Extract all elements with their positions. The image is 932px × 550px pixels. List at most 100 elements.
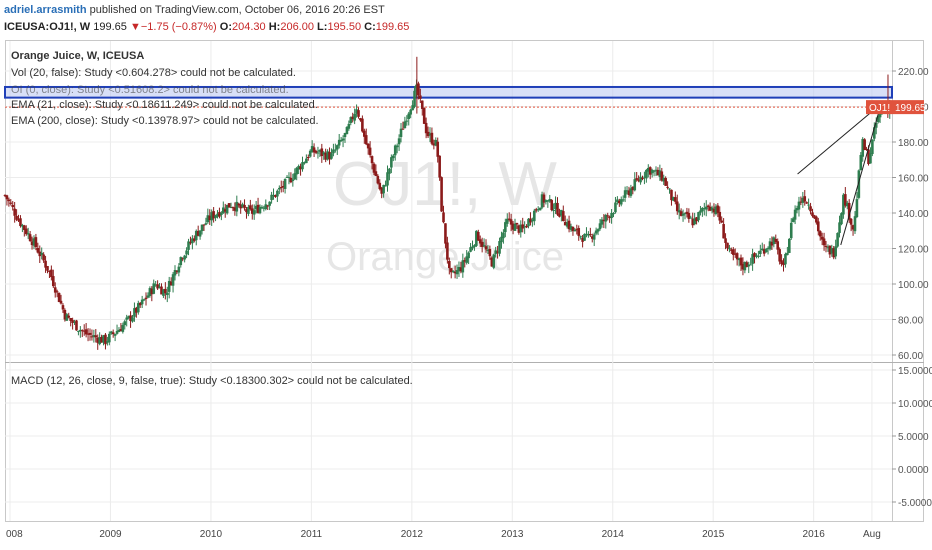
- macd-tick-label: 0.0000: [898, 465, 929, 476]
- candle-body: [809, 206, 812, 212]
- legend-ema200[interactable]: EMA (200, close): Study <0.13978.97> cou…: [11, 115, 319, 127]
- time-tick-label: 2016: [803, 529, 826, 540]
- candle-body: [469, 247, 472, 252]
- candle-body: [476, 232, 480, 241]
- trend-line: [797, 107, 877, 175]
- candle-body: [500, 236, 503, 243]
- candle-body: [266, 205, 270, 207]
- candle-body: [851, 225, 855, 230]
- candle-body: [432, 143, 436, 146]
- candle-body: [515, 222, 519, 225]
- candle-body: [778, 249, 781, 262]
- candle-body: [816, 221, 820, 232]
- candle-body: [252, 210, 256, 215]
- candle-body: [731, 249, 735, 255]
- macd-axis[interactable]: 15.0000 10.0000 5.0000 0.0000 -5.0000: [892, 366, 932, 509]
- candle-body: [838, 222, 841, 233]
- candle-body: [531, 219, 534, 222]
- candle-body: [623, 190, 627, 198]
- legend-ema21[interactable]: EMA (21, close): Study <0.18611.249> cou…: [11, 99, 318, 111]
- candle-body: [216, 213, 219, 217]
- author-link[interactable]: adriel.arrasmith: [4, 4, 87, 16]
- candle-body: [484, 246, 488, 250]
- candle-body: [200, 224, 204, 232]
- candle-body: [579, 236, 582, 238]
- candle-body: [150, 288, 154, 295]
- close-value: 199.65: [375, 21, 410, 33]
- candle-body: [592, 234, 596, 240]
- candle-body: [403, 121, 407, 129]
- candle-body: [683, 213, 687, 215]
- candle-body: [165, 292, 169, 296]
- candle-body: [51, 276, 55, 287]
- candle-body: [179, 257, 183, 266]
- candle-body: [198, 230, 202, 237]
- candle-body: [511, 223, 515, 230]
- candle-body: [48, 270, 51, 272]
- candle-body: [411, 105, 414, 111]
- legend-title: Orange Juice, W, ICEUSA: [11, 50, 144, 62]
- symbol-label: ICEUSA:OJ1!, W: [4, 21, 91, 33]
- candle-body: [749, 264, 752, 266]
- candle-body: [627, 190, 631, 196]
- candle-body: [337, 139, 341, 146]
- candle-body: [461, 260, 465, 273]
- trend-lines[interactable]: [797, 107, 881, 246]
- candle-body: [50, 269, 53, 278]
- candle-body: [681, 213, 685, 216]
- price-tick-label: 140.00: [898, 209, 929, 220]
- candle-body: [212, 211, 215, 219]
- candle-body: [703, 208, 706, 210]
- candle-body: [639, 176, 642, 183]
- candle-body: [353, 113, 356, 121]
- candle-body: [610, 212, 613, 219]
- candle-body: [227, 203, 231, 208]
- change-arrow-icon: ▼: [129, 21, 141, 33]
- candle-body: [544, 200, 548, 203]
- chart-frame: [5, 40, 924, 522]
- candle-body: [366, 143, 370, 149]
- candle-body: [614, 202, 617, 213]
- candle-body: [341, 138, 345, 141]
- candle-body: [250, 208, 254, 214]
- candle-body: [791, 218, 795, 223]
- candle-body: [764, 249, 768, 253]
- candle-body: [405, 120, 409, 122]
- candle-body: [498, 241, 501, 254]
- candle-body: [766, 247, 770, 249]
- candle-body: [229, 207, 233, 209]
- candle-body: [552, 210, 555, 212]
- legend-vol[interactable]: Vol (20, false): Study <0.604.278> could…: [11, 67, 296, 79]
- candle-body: [444, 223, 447, 244]
- candle-body: [237, 203, 241, 206]
- candle-body: [697, 212, 700, 221]
- candle-body: [339, 140, 343, 142]
- candle-body: [256, 204, 260, 213]
- legend-oi[interactable]: OI (0, close): Study <0.51608.2> could n…: [11, 84, 289, 96]
- resistance-band[interactable]: [4, 85, 893, 99]
- candle-body: [813, 215, 816, 219]
- time-axis[interactable]: 008 2009 2010 2011 2012 2013 2014 2015 2016 Aug: [6, 529, 881, 540]
- candle-body: [158, 286, 161, 288]
- candle-body: [67, 315, 71, 318]
- candle-body: [73, 321, 76, 323]
- macd-tick-label: 10.0000: [898, 399, 932, 410]
- candle-body: [565, 222, 569, 227]
- legend-macd[interactable]: MACD (12, 26, close, 9, false, true): St…: [11, 375, 413, 387]
- candle-body: [795, 208, 799, 211]
- candle-body: [413, 90, 416, 107]
- candle-body: [805, 202, 808, 204]
- candle-body: [135, 307, 138, 313]
- candle-body: [525, 225, 528, 228]
- candle-body: [645, 169, 648, 179]
- candle-body: [393, 145, 397, 156]
- candle-body: [75, 320, 78, 331]
- candle-body: [455, 270, 459, 275]
- candle-body: [600, 219, 604, 225]
- candle-body: [374, 171, 378, 176]
- candle-body: [125, 317, 129, 320]
- candle-body: [762, 249, 766, 254]
- close-label: C:: [364, 21, 376, 33]
- candle-body: [430, 132, 434, 144]
